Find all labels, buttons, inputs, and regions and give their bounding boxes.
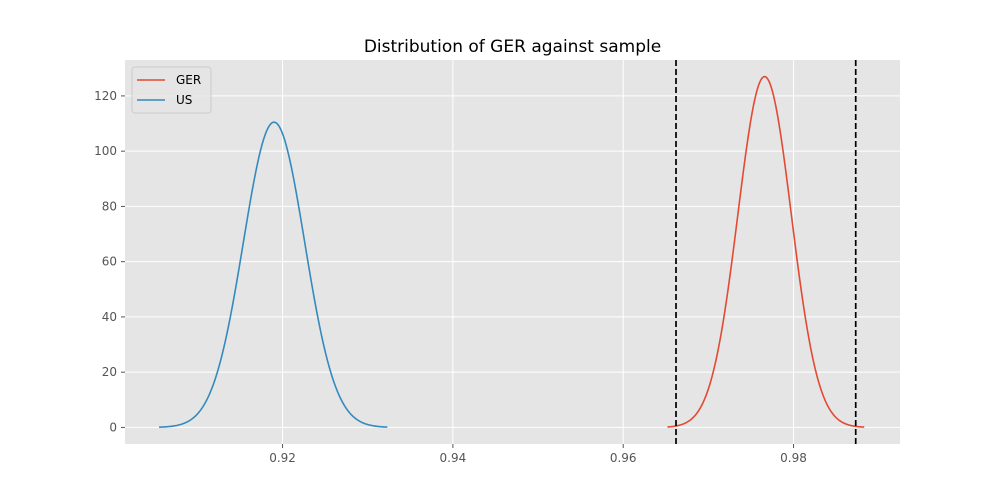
series-line-us	[159, 121, 388, 428]
chart-title: Distribution of GER against sample	[364, 37, 661, 57]
x-tick-label: 0.94	[440, 451, 467, 465]
series-line-ger	[667, 75, 865, 428]
y-tick-label: 120	[94, 89, 117, 103]
x-tick-label: 0.98	[780, 451, 807, 465]
y-tick-label: 40	[102, 310, 117, 324]
x-tick-label: 0.96	[610, 451, 637, 465]
x-tick-label: 0.92	[269, 451, 296, 465]
reference-lines	[675, 60, 857, 444]
y-tick-label: 0	[109, 420, 117, 434]
legend-label-ger: GER	[176, 73, 201, 87]
legend-box	[131, 66, 212, 114]
series-layer	[159, 75, 865, 428]
axis-ticks: 0.92 0.94 0.96 0.98 0 20 40 60 80 100 120	[94, 89, 807, 465]
legend: GER US	[131, 66, 212, 114]
y-tick-label: 20	[102, 365, 117, 379]
grid	[125, 60, 900, 444]
y-tick-label: 100	[94, 144, 117, 158]
plot-background	[125, 60, 900, 444]
y-tick-label: 60	[102, 255, 117, 269]
y-tick-label: 80	[102, 199, 117, 213]
legend-label-us: US	[176, 93, 192, 107]
